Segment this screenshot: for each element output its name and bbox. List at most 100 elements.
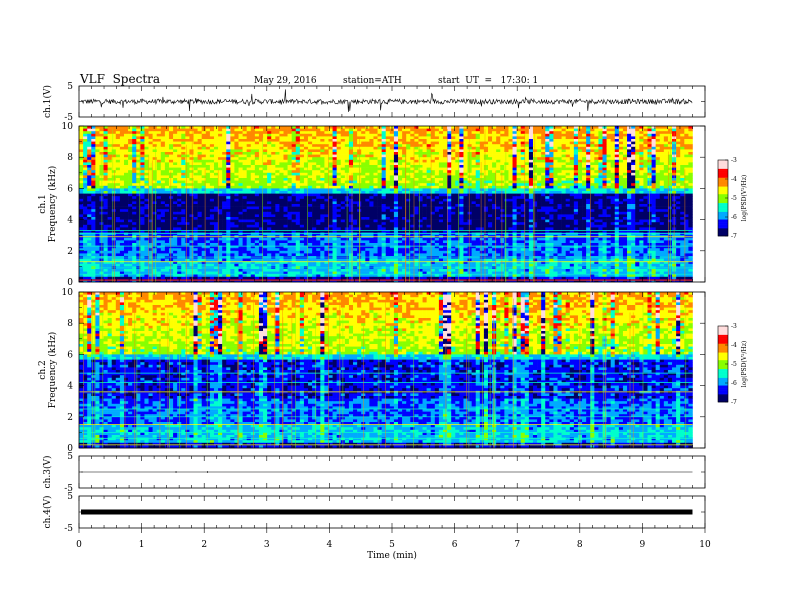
spectrogram-cell: [283, 206, 288, 210]
spectrogram-cell: [463, 178, 468, 181]
spectrogram-cell: [295, 180, 301, 184]
spectrogram-cell: [156, 180, 162, 184]
spectrogram-cell: [459, 136, 464, 140]
spectrogram-cell: [516, 180, 522, 184]
spectrogram-cell: [430, 193, 436, 197]
spectrogram-cell: [475, 201, 481, 205]
spectrogram-cell: [553, 128, 558, 132]
spectrogram-cell: [516, 152, 522, 155]
spectrogram-cell: [160, 144, 166, 148]
spectrogram-cell: [389, 196, 395, 200]
spectrogram-cell: [348, 167, 354, 171]
spectrogram-cell: [582, 128, 587, 132]
spectrogram-cell: [238, 196, 243, 200]
spectrogram-cell: [369, 165, 374, 168]
spectrogram-cell: [283, 141, 288, 145]
spectrogram-cell: [545, 149, 550, 153]
spectrogram-cell: [438, 172, 444, 176]
spectrogram-cell: [197, 133, 202, 137]
spectrogram-cell: [189, 162, 194, 166]
spectrogram-cell: [389, 139, 395, 142]
spectrogram-cell: [189, 154, 194, 158]
spectrogram-cell: [152, 149, 158, 153]
spectrogram-cell: [561, 133, 566, 137]
spectrogram-cell: [299, 154, 305, 158]
spectrogram-cell: [164, 141, 170, 145]
spectrogram-cell: [614, 175, 620, 179]
spectrogram-cell: [639, 204, 644, 207]
spectrogram-cell: [209, 191, 215, 194]
spectrogram-cell: [230, 206, 235, 210]
spectrogram-cell: [618, 183, 624, 187]
spectrogram-cell: [557, 191, 562, 194]
spectrogram-cell: [283, 152, 288, 155]
spectrogram-cell: [573, 185, 579, 189]
spectrogram-cell: [643, 141, 648, 145]
spectrogram-cell: [369, 126, 374, 129]
spectrogram-cell: [119, 141, 125, 145]
spectrogram-cell: [140, 193, 145, 197]
spectrogram-cell: [512, 193, 517, 197]
spectrogram-cell: [565, 139, 571, 142]
spectrogram-cell: [107, 157, 113, 161]
spectrogram-cell: [659, 170, 665, 174]
spectrogram-cell: [406, 149, 411, 153]
spectrogram-cell: [332, 193, 337, 197]
spectrogram-cell: [308, 159, 313, 163]
spectrogram-cell: [684, 193, 689, 197]
spectrogram-cell: [136, 170, 141, 174]
spectrogram-cell: [459, 131, 464, 135]
spectrogram-cell: [348, 170, 354, 174]
spectrogram-cell: [631, 196, 636, 200]
spectrogram-cell: [655, 206, 661, 210]
spectrogram-cell: [508, 128, 513, 132]
spectrogram-cell: [631, 188, 636, 192]
spectrogram-cell: [144, 206, 149, 210]
spectrogram-cell: [586, 201, 591, 205]
spectrogram-cell: [680, 162, 685, 166]
spectrogram-cell: [271, 146, 276, 150]
spectrogram-cell: [618, 131, 624, 135]
spectrogram-cell: [107, 204, 113, 207]
spectrogram-cell: [479, 172, 485, 176]
spectrogram-cell: [532, 170, 538, 174]
spectrogram-cell: [590, 204, 595, 207]
spectrogram-cell: [500, 154, 505, 158]
spectrogram-cell: [631, 159, 636, 163]
spectrogram-cell: [504, 126, 509, 129]
spectrogram-cell: [508, 206, 513, 210]
spectrogram-cell: [312, 128, 317, 132]
spectrogram-cell: [573, 162, 579, 166]
spectrogram-cell: [541, 139, 546, 142]
spectrogram-cell: [119, 196, 125, 200]
spectrogram-cell: [119, 178, 125, 181]
spectrogram-cell: [209, 185, 215, 189]
spectrogram-cell: [582, 159, 587, 163]
spectrogram-cell: [373, 183, 378, 187]
spectrogram-cell: [577, 141, 583, 145]
spectrogram-cell: [635, 183, 640, 187]
spectrogram-cell: [140, 172, 145, 176]
spectrogram-cell: [365, 126, 370, 129]
spectrogram-cell: [471, 126, 477, 129]
spectrogram-cell: [594, 146, 599, 150]
spectrogram-cell: [451, 152, 456, 155]
spectrogram-cell: [263, 183, 268, 187]
spectrogram-cell: [565, 126, 571, 129]
spectrogram-cell: [663, 196, 669, 200]
spectrogram-cell: [254, 180, 260, 184]
spectrogram-cell: [598, 126, 603, 129]
spectrogram-cell: [283, 128, 288, 132]
spectrogram-cell: [402, 165, 407, 168]
spectrogram-cell: [348, 165, 354, 168]
spectrogram-cell: [283, 146, 288, 150]
spectrogram-cell: [353, 133, 358, 137]
spectrogram-cell: [173, 206, 178, 210]
spectrogram-cell: [471, 206, 477, 210]
spectrogram-cell: [332, 185, 337, 189]
spectrogram-cell: [115, 141, 121, 145]
spectrogram-cell: [340, 175, 346, 179]
spectrogram-cell: [471, 128, 477, 132]
spectrogram-cell: [287, 204, 292, 207]
spectrogram-cell: [111, 133, 117, 137]
